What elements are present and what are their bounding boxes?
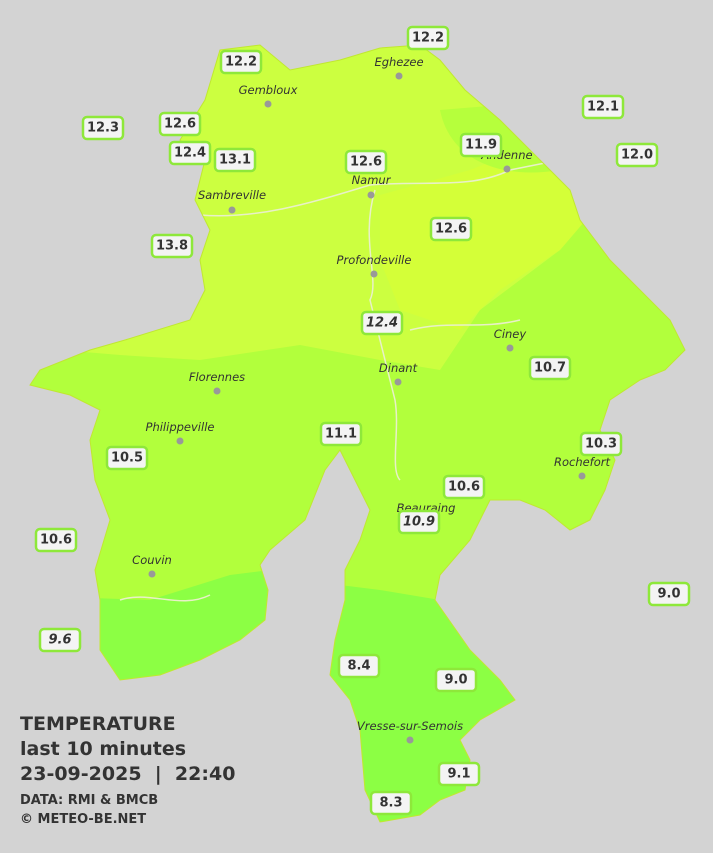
station-value: 13.8	[156, 239, 188, 254]
town-label: Ciney	[494, 327, 527, 341]
town-dot	[148, 570, 156, 578]
station-value: 11.1	[325, 427, 357, 442]
station-box	[319, 421, 363, 447]
info-credit: © METEO-BE.NET	[20, 812, 146, 827]
town-label: Rochefort	[554, 455, 611, 469]
zone-south	[30, 570, 685, 822]
station-box	[459, 132, 503, 158]
station-box	[406, 25, 450, 51]
town-dot	[394, 378, 402, 386]
station-box	[434, 667, 478, 693]
station-value: 12.1	[587, 100, 619, 115]
town-label: Sambreville	[198, 188, 266, 202]
station-box	[34, 527, 78, 553]
station-value: 9.1	[447, 767, 470, 782]
station-value: 12.3	[87, 121, 119, 136]
station-value: 11.9	[465, 138, 497, 153]
station-box	[437, 761, 481, 787]
station-box	[337, 653, 381, 679]
station-box	[344, 149, 388, 175]
station-value: 12.0	[621, 148, 653, 163]
station-value: 10.6	[40, 533, 72, 548]
station-value: 8.3	[379, 796, 402, 811]
station-value: 12.4	[174, 146, 206, 161]
station-value: 10.5	[111, 451, 143, 466]
town-label: Gembloux	[239, 83, 298, 97]
station-value: 10.3	[585, 437, 617, 452]
river	[119, 159, 561, 602]
info-datetime: 23-09-2025 | 22:40	[20, 763, 235, 785]
station-value: 12.6	[350, 155, 382, 170]
town-label: Philippeville	[146, 420, 215, 434]
town-label: Profondeville	[337, 253, 412, 267]
town-label: Namur	[352, 173, 392, 187]
town-dot	[578, 472, 586, 480]
town-label: Eghezee	[374, 55, 423, 69]
station-box	[158, 111, 202, 137]
town-dot	[406, 736, 414, 744]
station-box	[397, 509, 441, 535]
station-value: 12.2	[412, 31, 444, 46]
station-box	[219, 49, 263, 75]
station-value: 8.4	[347, 659, 370, 674]
station-box	[579, 431, 623, 457]
town-dot	[370, 270, 378, 278]
station-box	[581, 94, 625, 120]
station-box	[38, 627, 82, 653]
station-value: 10.6	[448, 480, 480, 495]
station-box	[213, 147, 257, 173]
station-value: 13.1	[219, 153, 251, 168]
station-value: 12.4	[366, 316, 398, 331]
station-box	[105, 445, 149, 471]
station-box	[150, 233, 194, 259]
station-value: 12.2	[225, 55, 257, 70]
station-box	[168, 140, 212, 166]
station-value: 10.9	[403, 515, 435, 530]
town-label: Vresse-sur-Semois	[357, 719, 463, 733]
station-box	[429, 216, 473, 242]
station-box	[369, 790, 413, 816]
town-dot	[395, 72, 403, 80]
town-dot	[176, 437, 184, 445]
station-value: 9.0	[657, 587, 680, 602]
info-source: DATA: RMI & BMCB	[20, 793, 158, 808]
station-box	[615, 142, 659, 168]
station-value: 9.6	[48, 633, 71, 648]
town-dot	[213, 387, 221, 395]
town-dot	[367, 191, 375, 199]
info-period: last 10 minutes	[20, 738, 186, 760]
station-box	[442, 474, 486, 500]
town-label: Couvin	[132, 553, 172, 567]
station-value: 10.7	[534, 361, 566, 376]
town-dot	[503, 165, 511, 173]
station-box	[528, 355, 572, 381]
station-box	[647, 581, 691, 607]
station-value: 9.0	[444, 673, 467, 688]
town-label: Dinant	[379, 361, 418, 375]
town-dot	[264, 100, 272, 108]
town-dot	[228, 206, 236, 214]
station-box	[81, 115, 125, 141]
station-value: 12.6	[435, 222, 467, 237]
station-box	[360, 310, 404, 336]
station-value: 12.6	[164, 117, 196, 132]
info-title: TEMPERATURE	[20, 713, 176, 735]
town-dot	[506, 344, 514, 352]
town-label: Florennes	[189, 370, 245, 384]
